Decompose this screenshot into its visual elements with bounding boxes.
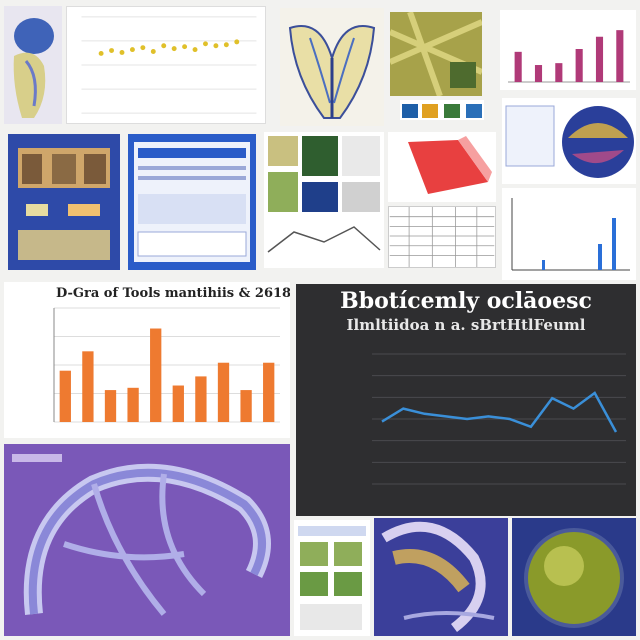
scatter-point xyxy=(213,43,219,49)
scatter-point xyxy=(129,47,135,53)
orange-bar-chart-title: D-Gra of Tools mantihiis & 2618 xyxy=(56,286,290,301)
bar xyxy=(514,51,522,82)
scatter-point xyxy=(161,43,167,49)
small-bar-chart-tile xyxy=(500,10,636,90)
specimen-sheet xyxy=(298,526,366,630)
line-chart-headline-1: Bbotícemly oclāoesc xyxy=(340,288,592,314)
bar xyxy=(127,387,139,422)
bar xyxy=(616,30,624,82)
bar xyxy=(150,328,162,422)
cell-illustration-tile xyxy=(512,518,636,636)
bar xyxy=(534,65,543,82)
scatter-point xyxy=(223,42,229,48)
orange-bar-chart xyxy=(53,307,280,423)
series-line xyxy=(381,391,618,433)
scatter-point xyxy=(182,44,188,50)
slide-tile xyxy=(128,134,256,270)
bar xyxy=(82,351,94,422)
bar xyxy=(263,362,275,422)
line-chart-headline-2: Ilmltiidoa n a. sBrtHtlFeuml xyxy=(346,316,586,334)
document-collage xyxy=(267,136,381,253)
scatter-chart-tile xyxy=(66,6,266,124)
anatomy-tile-top-left xyxy=(4,6,62,124)
orange-bar-chart-tile: D-Gra of Tools mantihiis & 2618 xyxy=(4,282,290,438)
scatter-point xyxy=(192,47,198,53)
data-table xyxy=(389,207,495,267)
line-chart xyxy=(372,353,626,485)
vessel-illustration-tile xyxy=(4,444,290,636)
thumbnail-icons xyxy=(402,104,482,118)
dark-line-chart-tile: Bbotícemly oclāoesc Ilmltiidoa n a. sBrt… xyxy=(296,284,636,516)
surface-plot-tile xyxy=(388,132,496,202)
spectrum-chart xyxy=(511,198,630,271)
theatre-tile xyxy=(8,134,120,270)
scatter-point xyxy=(140,45,146,51)
scatter-point xyxy=(203,41,208,47)
scatter-chart xyxy=(81,16,257,114)
document-collage-tile xyxy=(264,132,384,268)
bar xyxy=(104,390,117,422)
anatomy-illustration xyxy=(13,18,54,118)
bar xyxy=(240,390,252,422)
specimen-sheet-tile xyxy=(294,520,370,636)
globe-illustration xyxy=(505,105,634,178)
bar xyxy=(59,370,71,422)
scatter-point xyxy=(109,48,115,54)
thumbnail-strip xyxy=(400,100,484,120)
bar xyxy=(575,49,583,82)
surface-plot xyxy=(408,136,492,194)
scatter-point xyxy=(150,49,156,54)
scatter-point xyxy=(171,46,177,52)
data-table-tile xyxy=(388,206,496,268)
bar xyxy=(217,362,230,422)
bar xyxy=(555,63,563,82)
bar xyxy=(595,36,604,82)
scatter-point xyxy=(119,50,125,55)
pelvis-illustration xyxy=(288,25,376,119)
spectrum-chart-tile xyxy=(502,188,636,280)
scatter-point xyxy=(234,39,240,45)
small-bar-chart xyxy=(508,30,630,83)
anatomy-tile-pelvis xyxy=(280,8,384,126)
globe-tile xyxy=(502,98,636,184)
dna-illustration-tile xyxy=(374,518,508,636)
texture-illustration xyxy=(390,12,482,96)
scatter-point xyxy=(98,50,104,56)
slide-illustration xyxy=(134,142,250,262)
bar xyxy=(195,376,207,422)
dna-illustration xyxy=(381,521,495,632)
cell-illustration xyxy=(524,528,624,628)
mosaic-tile xyxy=(390,12,482,96)
theatre-illustration xyxy=(18,148,110,260)
vessel-illustration xyxy=(12,454,271,616)
bar xyxy=(172,385,184,422)
